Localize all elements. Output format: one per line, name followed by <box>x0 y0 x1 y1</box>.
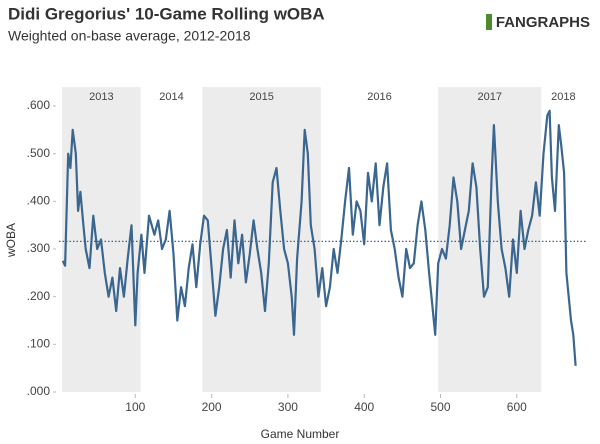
y-tick-label: .500 <box>27 146 51 160</box>
data-line <box>61 109 577 366</box>
season-label: 2017 <box>477 91 501 103</box>
x-tick-label: 100 <box>125 400 145 414</box>
season-label: 2018 <box>551 91 575 103</box>
y-axis-label: wOBA <box>4 223 18 258</box>
logo-icon <box>486 14 492 30</box>
x-tick-label: 200 <box>202 400 222 414</box>
y-tick-label: .400 <box>27 194 51 208</box>
x-tick-label: 300 <box>278 400 298 414</box>
x-tick-label: 400 <box>354 400 374 414</box>
season-label: 2015 <box>249 91 273 103</box>
logo: FANGRAPHS <box>496 14 590 31</box>
y-tick-label: .300 <box>27 241 51 255</box>
season-label: 2016 <box>367 91 391 103</box>
y-tick-label: .000 <box>27 384 51 398</box>
chart-subtitle: Weighted on-base average, 2012-2018 <box>8 28 251 44</box>
season-band <box>202 87 321 392</box>
y-tick-label: .600 <box>27 98 51 112</box>
season-label: 2013 <box>89 91 113 103</box>
x-tick-label: 600 <box>507 400 527 414</box>
chart-title: Didi Gregorius' 10-Game Rolling wOBA <box>8 4 325 23</box>
x-tick-label: 500 <box>431 400 451 414</box>
y-tick-label: .100 <box>27 337 51 351</box>
y-tick-label: .200 <box>27 289 51 303</box>
x-axis-label: Game Number <box>261 427 340 441</box>
season-label: 2014 <box>159 91 183 103</box>
